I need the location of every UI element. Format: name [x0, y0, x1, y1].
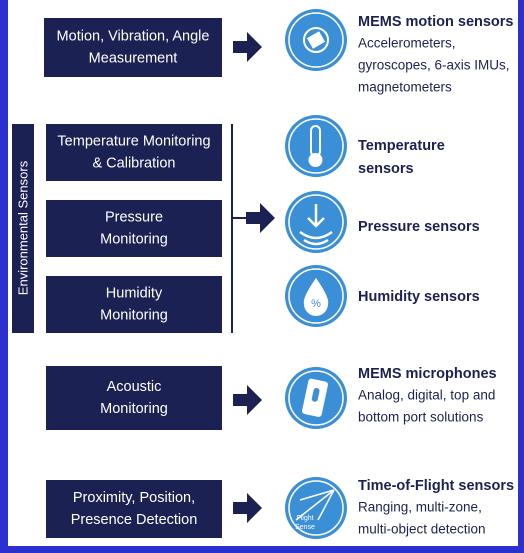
glyph	[295, 489, 335, 521]
glyph	[308, 153, 323, 167]
glyph	[303, 278, 329, 316]
input-text: & Calibration	[92, 155, 175, 171]
sensor-description: multi-object detection	[358, 522, 486, 537]
glyph	[299, 204, 333, 246]
input-text: Humidity	[106, 285, 163, 301]
glyph: %	[311, 298, 321, 310]
arrow	[233, 32, 262, 62]
input-text: Measurement	[89, 50, 178, 66]
input-text: Temperature Monitoring	[57, 133, 210, 149]
sensor-description: Ranging, multi-zone,	[358, 500, 482, 515]
sensor-title: MEMS motion sensors	[358, 14, 514, 30]
panel	[8, 0, 518, 546]
arrow	[233, 385, 262, 415]
arrow	[233, 493, 262, 523]
icon-ring	[288, 370, 344, 426]
sensor-title: Temperature	[358, 138, 445, 154]
sensor-description: Analog, digital, top and	[358, 388, 495, 403]
icon-ring	[288, 268, 344, 324]
glyph	[303, 27, 329, 53]
input-box	[46, 480, 222, 538]
input-box	[46, 124, 222, 181]
input-text: Monitoring	[100, 401, 168, 417]
sensor-title: Humidity sensors	[358, 289, 480, 305]
glyph	[311, 387, 320, 402]
sensor-description: bottom port solutions	[358, 410, 484, 425]
input-text: Acoustic	[107, 379, 162, 395]
input-box	[46, 366, 222, 430]
input-box	[46, 276, 222, 333]
input-text: Monitoring	[100, 307, 168, 323]
sensor-description: magnetometers	[358, 80, 452, 95]
group-label: Environmental Sensors	[15, 160, 30, 295]
group-bar	[12, 124, 34, 333]
input-box	[44, 18, 222, 77]
icon-label: Flight	[296, 515, 313, 522]
sensor-title: Time-of-Flight sensors	[358, 478, 514, 494]
sensor-title: Pressure sensors	[358, 219, 480, 235]
input-text: Pressure	[105, 209, 163, 225]
arrow	[246, 203, 275, 233]
sensor-description: gyroscopes, 6-axis IMUs,	[358, 58, 510, 73]
icon-ring	[288, 118, 344, 174]
sensor-title: sensors	[358, 161, 414, 177]
icon-label: Sense	[295, 524, 315, 531]
input-text: Presence Detection	[71, 512, 198, 528]
glyph	[306, 31, 326, 49]
icon-ring	[288, 12, 344, 68]
icon-ring	[288, 480, 344, 536]
input-text: Proximity, Position,	[73, 490, 195, 506]
icon-ring	[288, 194, 344, 250]
sensor-title: MEMS microphones	[358, 366, 497, 382]
input-text: Motion, Vibration, Angle	[57, 28, 210, 44]
sensor-icon	[285, 115, 347, 177]
input-text: Monitoring	[100, 231, 168, 247]
sensor-description: Accelerometers,	[358, 36, 456, 51]
input-box	[46, 200, 222, 257]
